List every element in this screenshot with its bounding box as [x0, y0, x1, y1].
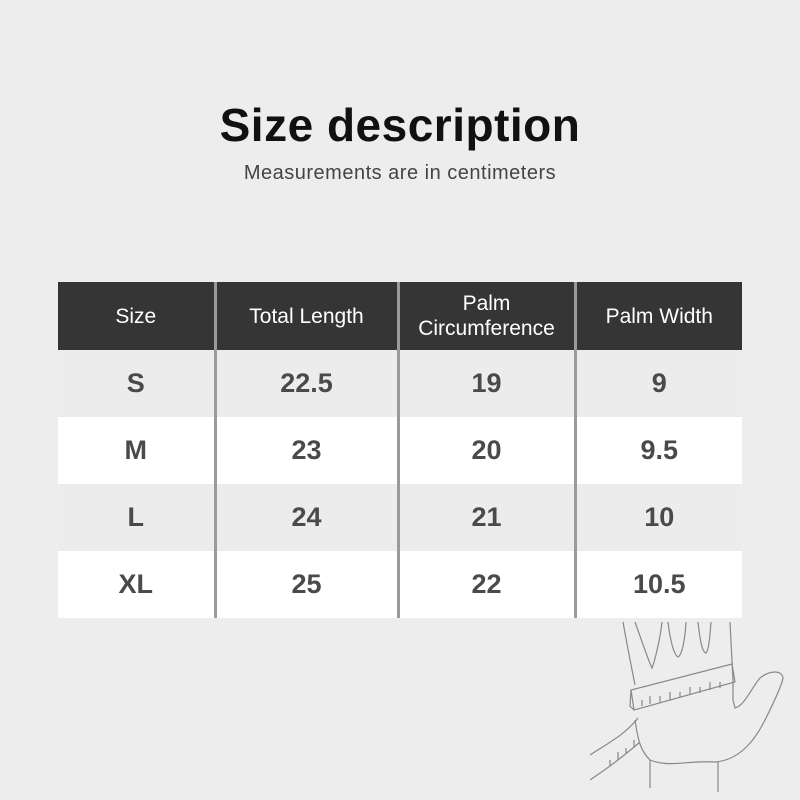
page-title: Size description	[219, 99, 581, 151]
cell-size: S	[58, 350, 215, 417]
header-palm-circumference: Palm Circumference	[396, 282, 575, 350]
cell-palm-circumference: 20	[396, 417, 575, 484]
header-size: Size	[58, 282, 215, 350]
cell-size: L	[58, 484, 215, 551]
cell-palm-width: 10	[573, 484, 742, 551]
cell-palm-width: 10.5	[573, 551, 742, 618]
table-row: M 23 20 9.5	[58, 417, 742, 484]
cell-total-length: 22.5	[213, 350, 398, 417]
table-row: S 22.5 19 9	[58, 350, 742, 417]
table-row: XL 25 22 10.5	[58, 551, 742, 618]
cell-palm-width: 9	[573, 350, 742, 417]
header-total-length: Total Length	[213, 282, 398, 350]
cell-palm-width: 9.5	[573, 417, 742, 484]
cell-size: M	[58, 417, 215, 484]
header-line: Circumference	[418, 317, 555, 340]
cell-total-length: 23	[213, 417, 398, 484]
header-line: Palm	[462, 292, 511, 315]
cell-palm-circumference: 22	[396, 551, 575, 618]
header-palm-width: Palm Width	[573, 282, 742, 350]
cell-total-length: 24	[213, 484, 398, 551]
cell-palm-circumference: 21	[396, 484, 575, 551]
cell-size: XL	[58, 551, 215, 618]
cell-total-length: 25	[213, 551, 398, 618]
cell-palm-circumference: 19	[396, 350, 575, 417]
table-row: L 24 21 10	[58, 484, 742, 551]
table-header-row: Size Total Length Palm Circumference Pal…	[58, 282, 742, 350]
page-subtitle: Measurements are in centimeters	[243, 162, 557, 184]
size-table: Size Total Length Palm Circumference Pal…	[58, 282, 742, 618]
hand-measuring-icon	[590, 621, 784, 792]
